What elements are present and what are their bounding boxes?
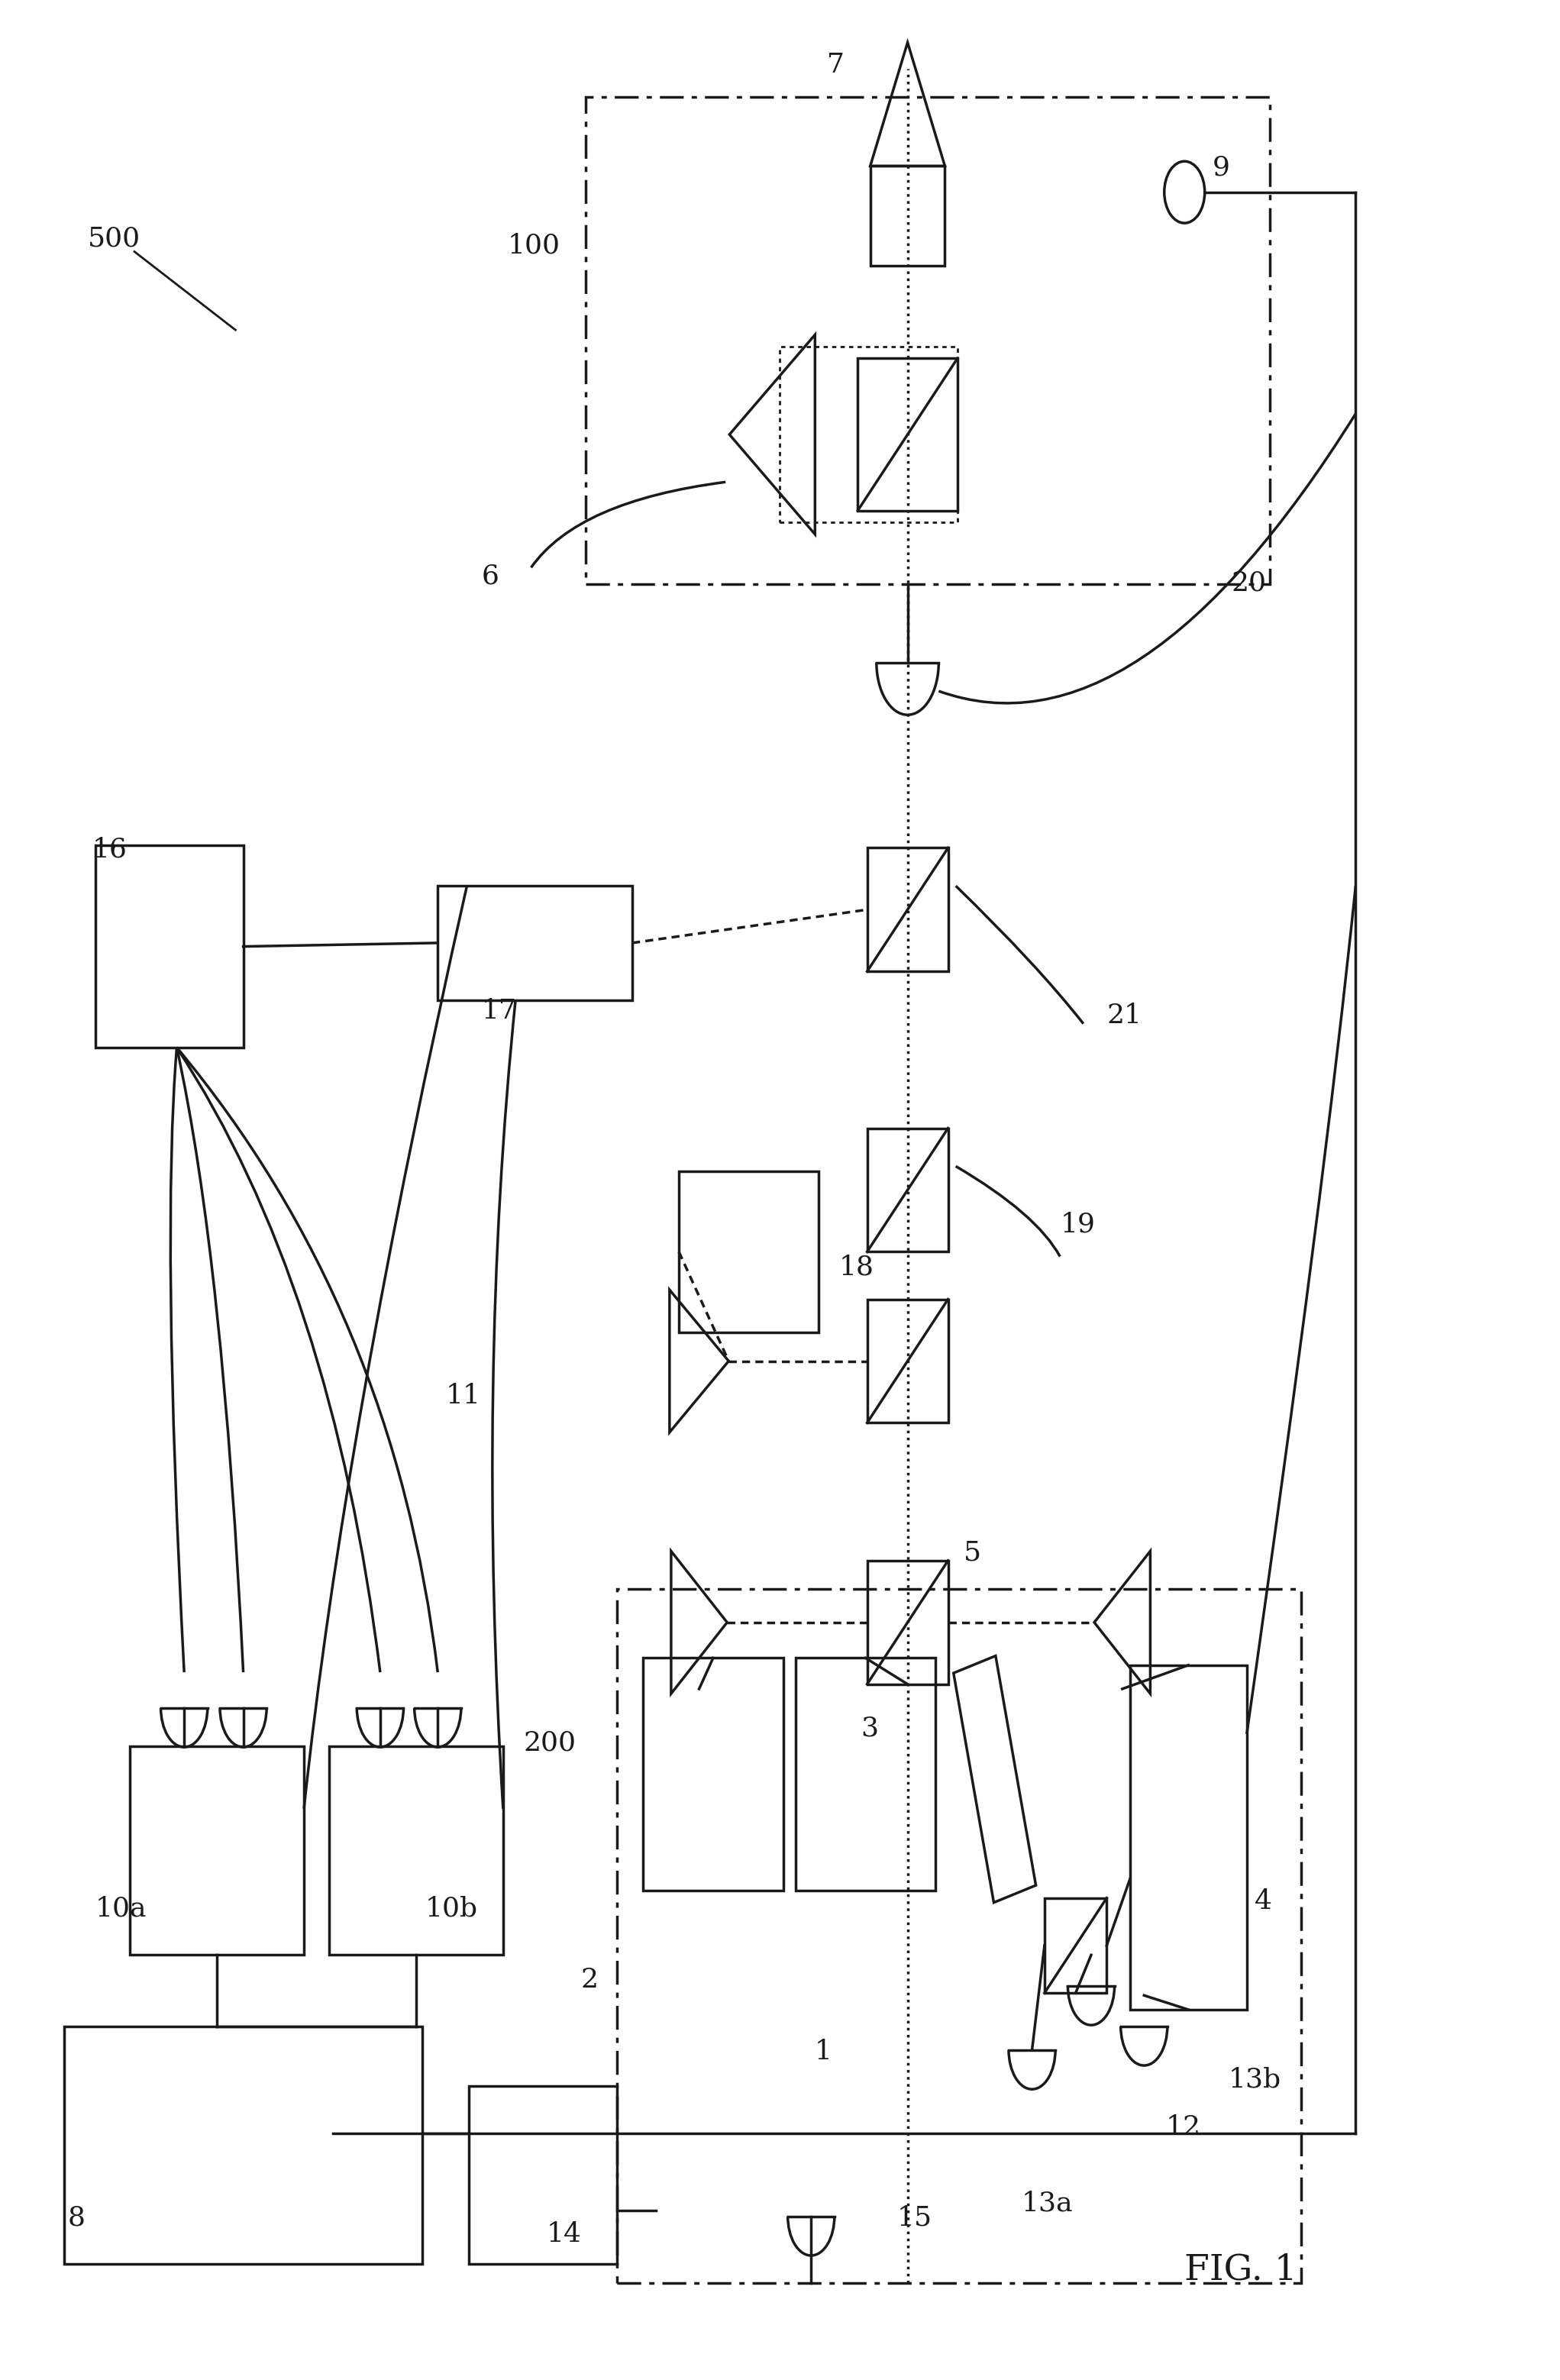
Text: 2: 2 xyxy=(580,1966,599,1992)
Text: 18: 18 xyxy=(839,1254,874,1280)
Text: 3: 3 xyxy=(861,1716,878,1742)
Text: 16: 16 xyxy=(92,835,128,862)
Text: FIG. 1: FIG. 1 xyxy=(1184,2254,1298,2287)
Text: 6: 6 xyxy=(482,564,499,588)
Text: 500: 500 xyxy=(87,226,140,252)
Text: 19: 19 xyxy=(1061,1211,1095,1238)
Text: 1: 1 xyxy=(814,2037,831,2063)
Text: 20: 20 xyxy=(1231,571,1267,595)
Text: 15: 15 xyxy=(897,2204,931,2230)
Text: 14: 14 xyxy=(546,2221,582,2247)
Text: 7: 7 xyxy=(827,52,844,79)
Text: 13b: 13b xyxy=(1228,2066,1281,2092)
Text: 17: 17 xyxy=(482,997,516,1023)
Text: 100: 100 xyxy=(507,233,560,259)
Text: 21: 21 xyxy=(1106,1002,1142,1028)
Text: 12: 12 xyxy=(1165,2113,1201,2140)
Text: 11: 11 xyxy=(446,1383,480,1409)
Text: 8: 8 xyxy=(67,2204,86,2230)
Text: 10a: 10a xyxy=(95,1897,147,1921)
Text: 13a: 13a xyxy=(1022,2190,1073,2216)
Text: 9: 9 xyxy=(1212,155,1229,181)
Text: 5: 5 xyxy=(964,1540,981,1566)
Text: 4: 4 xyxy=(1254,1890,1271,1914)
Text: 200: 200 xyxy=(523,1730,576,1756)
Text: 10b: 10b xyxy=(426,1897,477,1921)
